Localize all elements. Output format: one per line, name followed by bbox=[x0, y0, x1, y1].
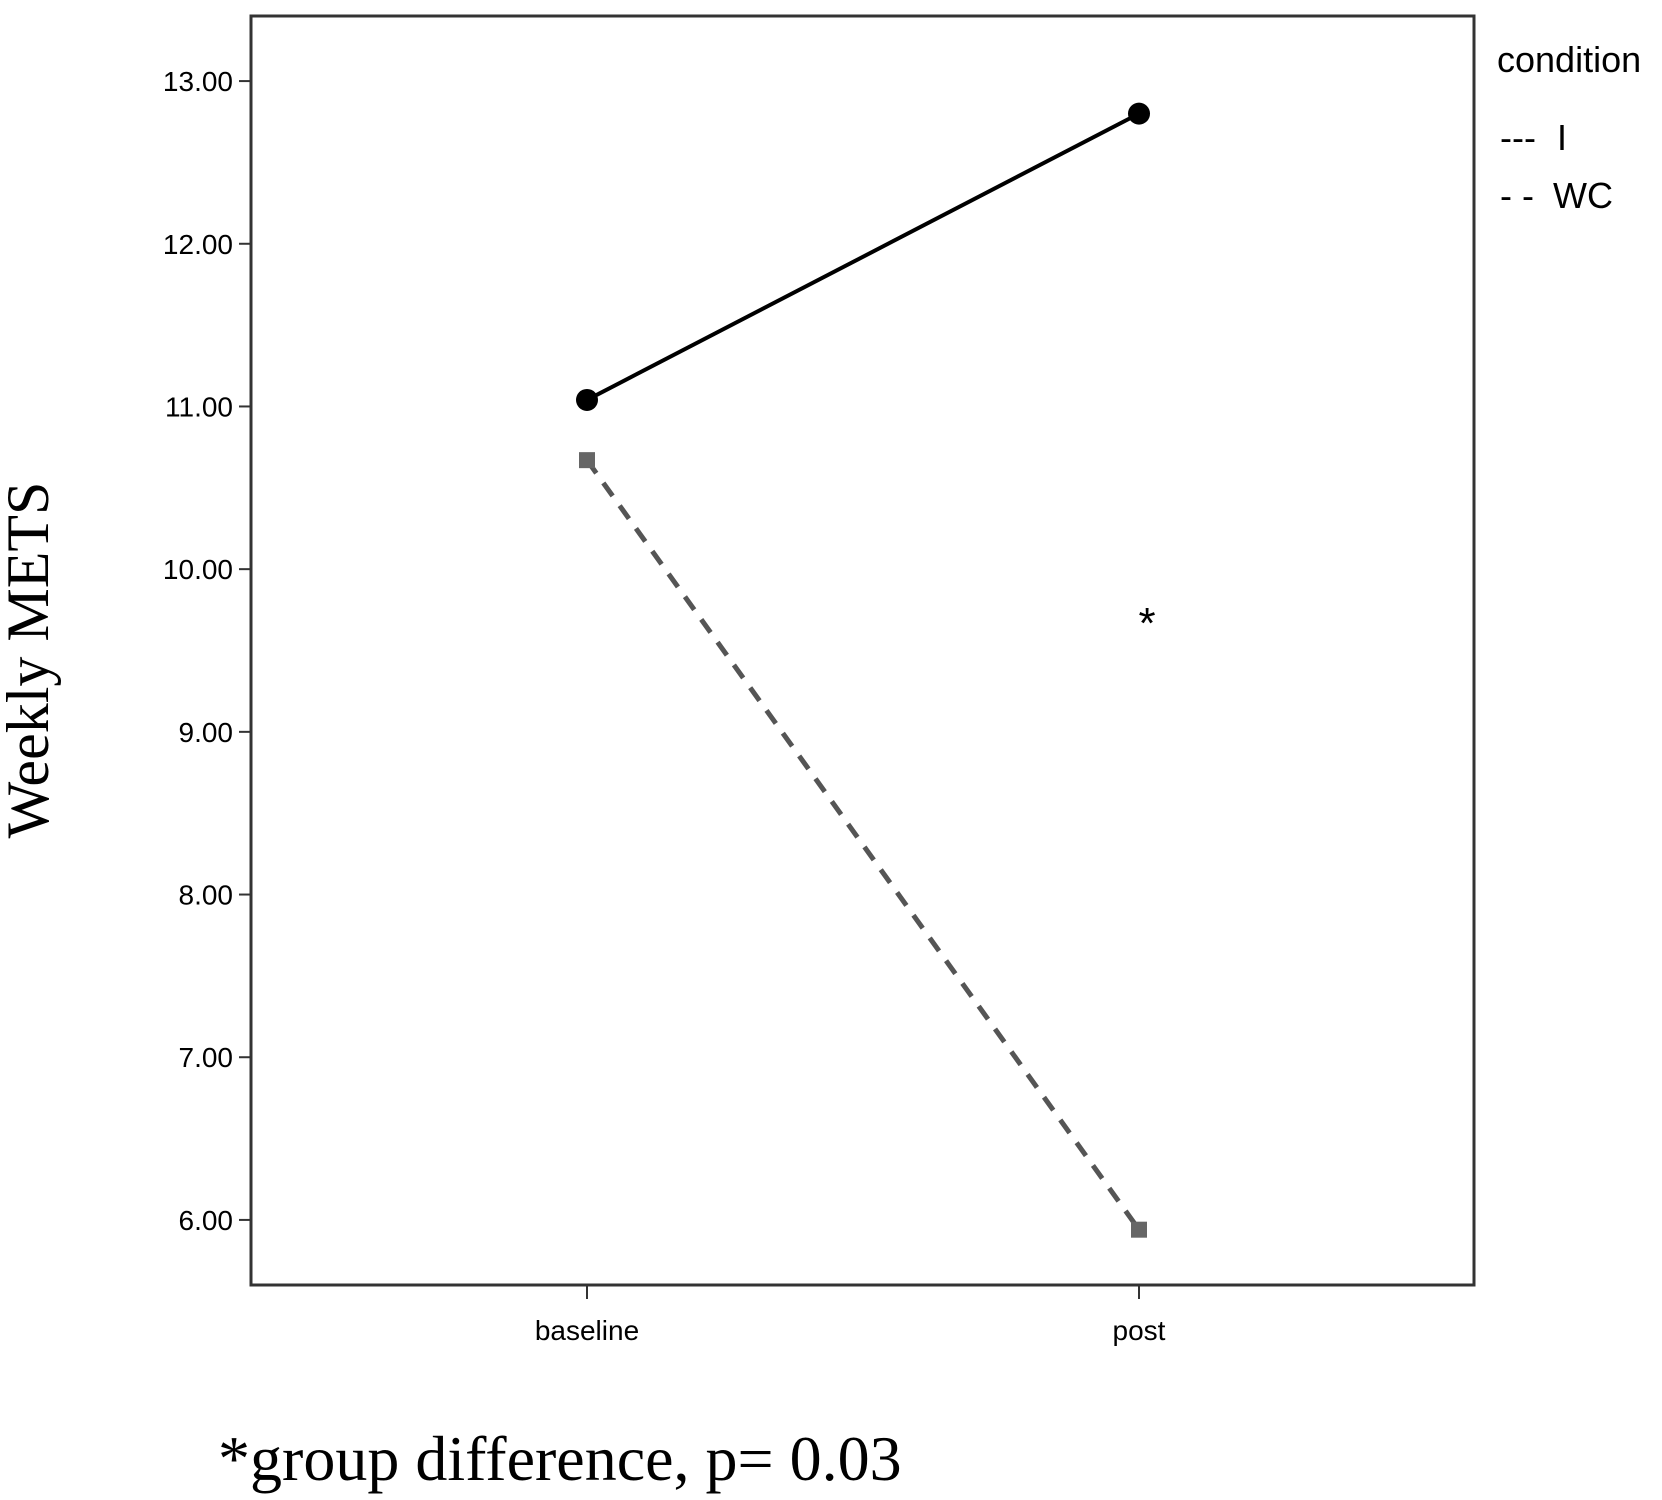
data-point-i bbox=[1128, 102, 1150, 125]
y-tick-label: 12.00 bbox=[163, 229, 233, 260]
series-line-i bbox=[586, 111, 1140, 402]
legend-label: I bbox=[1557, 117, 1567, 158]
legend-label: WC bbox=[1553, 175, 1613, 216]
y-tick-label: 13.00 bbox=[163, 66, 233, 97]
legend: condition --- I - - WC bbox=[1497, 39, 1641, 216]
x-tick-label: baseline bbox=[535, 1315, 639, 1346]
data-point-wc bbox=[1131, 1221, 1147, 1238]
y-tick-label: 10.00 bbox=[163, 554, 233, 585]
legend-title: condition bbox=[1497, 39, 1641, 80]
series-layer bbox=[576, 102, 1150, 1238]
series-line-wc bbox=[584, 458, 1142, 1232]
legend-swatch: - - bbox=[1500, 175, 1534, 216]
x-tick-label: post bbox=[1113, 1315, 1166, 1346]
x-axis: baseline post bbox=[535, 1285, 1166, 1346]
y-axis: 6.00 7.00 8.00 9.00 10.00 11.00 12.00 13.00 bbox=[163, 66, 251, 1236]
y-tick-label: 7.00 bbox=[179, 1042, 234, 1073]
y-tick-label: 6.00 bbox=[179, 1205, 234, 1236]
plot-frame bbox=[249, 14, 1476, 1287]
significance-asterisk: * bbox=[1138, 599, 1155, 648]
y-tick-label: 8.00 bbox=[179, 880, 234, 911]
y-tick-label: 11.00 bbox=[165, 391, 233, 422]
y-axis-label: Weekly METS bbox=[0, 482, 61, 839]
data-point-i bbox=[576, 388, 598, 411]
y-tick-label: 9.00 bbox=[179, 717, 234, 748]
legend-swatch: --- bbox=[1500, 117, 1536, 158]
footnote: *group difference, p= 0.03 bbox=[218, 1423, 902, 1494]
data-point-wc bbox=[579, 452, 595, 469]
